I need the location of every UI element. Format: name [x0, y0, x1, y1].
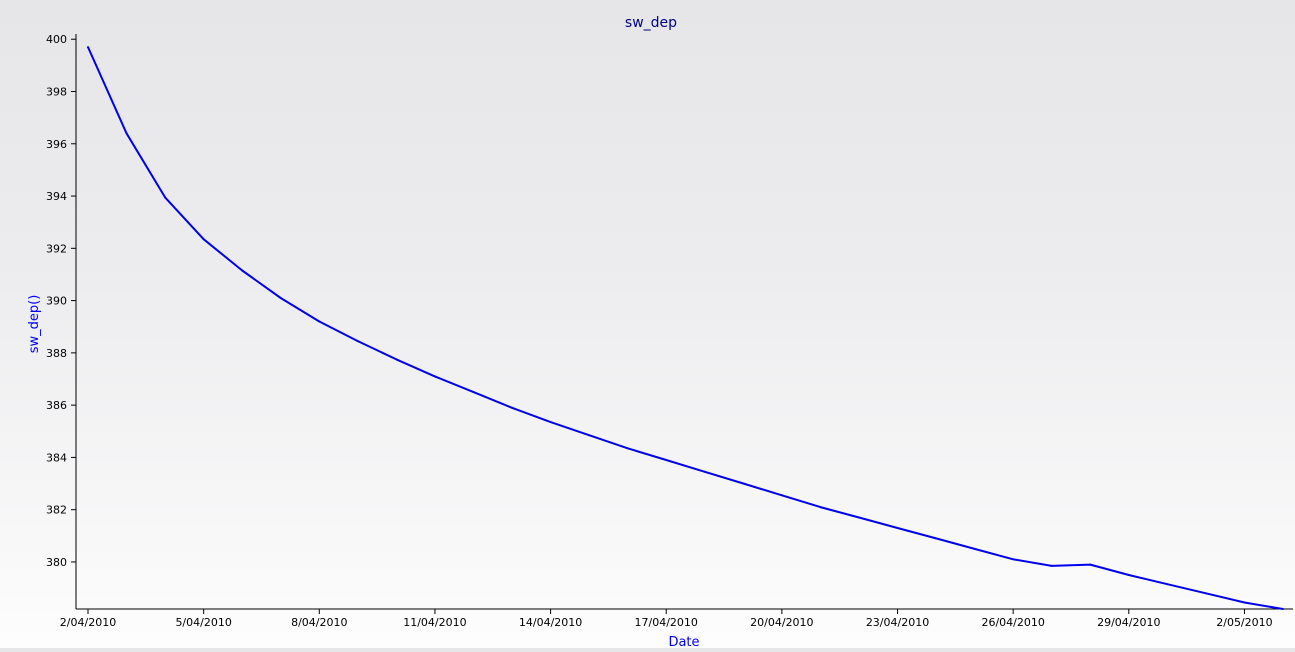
y-tick-label: 398	[46, 86, 67, 99]
data-point	[935, 537, 938, 540]
data-point	[241, 269, 244, 272]
x-tick-label: 2/05/2010	[1216, 616, 1272, 629]
data-point	[549, 421, 552, 424]
data-point	[665, 459, 668, 461]
data-point	[87, 46, 89, 49]
x-tick-label: 29/04/2010	[1097, 616, 1160, 629]
x-ticks: 2/04/2010 5/04/2010 8/04/2010 11/04/2010 14/…	[60, 609, 1273, 629]
data-point	[1282, 608, 1284, 610]
data-point	[511, 406, 513, 409]
y-tick-label: 382	[46, 504, 67, 517]
x-tick-label: 2/04/2010	[60, 616, 116, 629]
data-point	[433, 375, 436, 378]
data-point	[1089, 563, 1092, 566]
y-tick-label: 388	[46, 347, 67, 360]
y-tick-label: 400	[46, 33, 67, 46]
x-tick-label: 23/04/2010	[866, 616, 929, 629]
y-tick-label: 386	[46, 399, 67, 412]
x-tick-label: 26/04/2010	[981, 616, 1044, 629]
x-tick-label: 20/04/2010	[750, 616, 813, 629]
data-point	[780, 494, 783, 497]
data-point	[1050, 564, 1053, 567]
data-point	[973, 547, 976, 550]
data-point	[896, 527, 899, 529]
data-point	[318, 320, 321, 323]
y-tick-label: 380	[46, 556, 67, 569]
chart-title: sw_dep	[625, 15, 677, 31]
data-point	[125, 132, 128, 135]
data-point	[588, 434, 591, 437]
data-point	[279, 297, 282, 299]
y-tick-label: 384	[46, 451, 67, 464]
x-tick-label: 8/04/2010	[291, 616, 347, 629]
data-point	[703, 470, 706, 473]
data-point	[742, 482, 745, 485]
data-point	[858, 516, 860, 519]
x-tick-label: 11/04/2010	[403, 616, 466, 629]
y-tick-label: 394	[46, 190, 67, 203]
data-point	[1012, 558, 1015, 561]
data-point	[164, 196, 167, 199]
x-axis-title: Date	[668, 635, 699, 648]
x-tick-label: 5/04/2010	[175, 616, 231, 629]
x-tick-label: 17/04/2010	[635, 616, 698, 629]
data-point	[472, 391, 475, 394]
series-layer	[87, 46, 1284, 610]
y-tick-label: 396	[46, 138, 67, 151]
data-point	[1127, 574, 1130, 576]
data-point	[819, 506, 822, 509]
x-tick-label: 14/04/2010	[519, 616, 582, 629]
data-point	[395, 358, 398, 361]
y-ticks: 380 382 384 386 388 390 392 394 396 398 400	[46, 33, 76, 569]
data-point	[202, 238, 205, 241]
data-point	[626, 447, 629, 450]
y-axis-title: sw_dep()	[27, 295, 42, 354]
data-point	[356, 340, 359, 343]
y-tick-label: 390	[46, 295, 67, 308]
axes	[75, 34, 1293, 610]
data-point	[1166, 583, 1169, 586]
data-point	[1204, 592, 1207, 595]
data-point	[1243, 601, 1246, 604]
y-tick-label: 392	[46, 242, 67, 255]
series-line-0	[87, 46, 1284, 610]
